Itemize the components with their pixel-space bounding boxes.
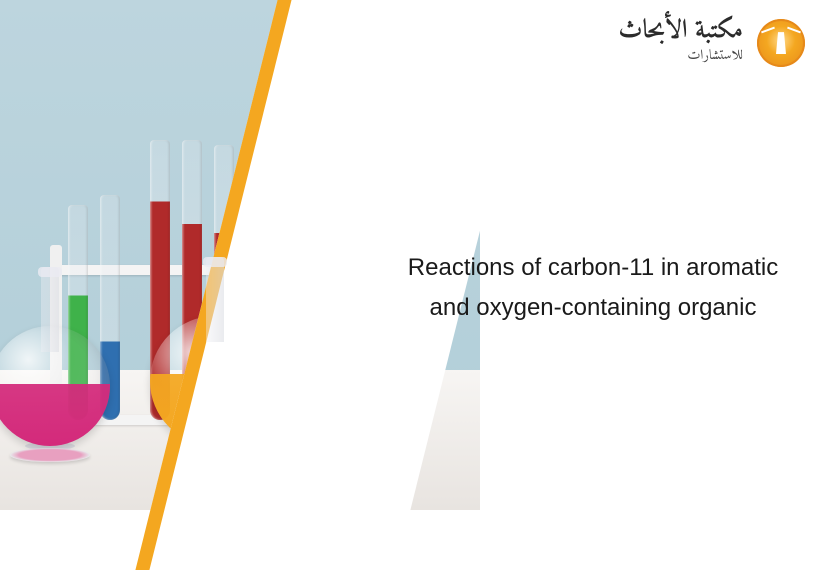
brand-header: مكتبة الأبحاث للاستشارات <box>618 18 805 68</box>
document-title: Reactions of carbon-11 in aromatic and o… <box>383 248 803 327</box>
title-line-2: and oxygen-containing organic <box>383 288 803 328</box>
brand-main-text: مكتبة الأبحاث <box>618 18 743 45</box>
brand-text: مكتبة الأبحاث للاستشارات <box>618 18 743 68</box>
title-line-1: Reactions of carbon-11 in aromatic <box>383 248 803 288</box>
round-flask <box>0 267 110 450</box>
petri-dish <box>10 448 90 462</box>
lighthouse-icon <box>757 19 805 67</box>
lighthouse-glyph <box>776 32 786 54</box>
